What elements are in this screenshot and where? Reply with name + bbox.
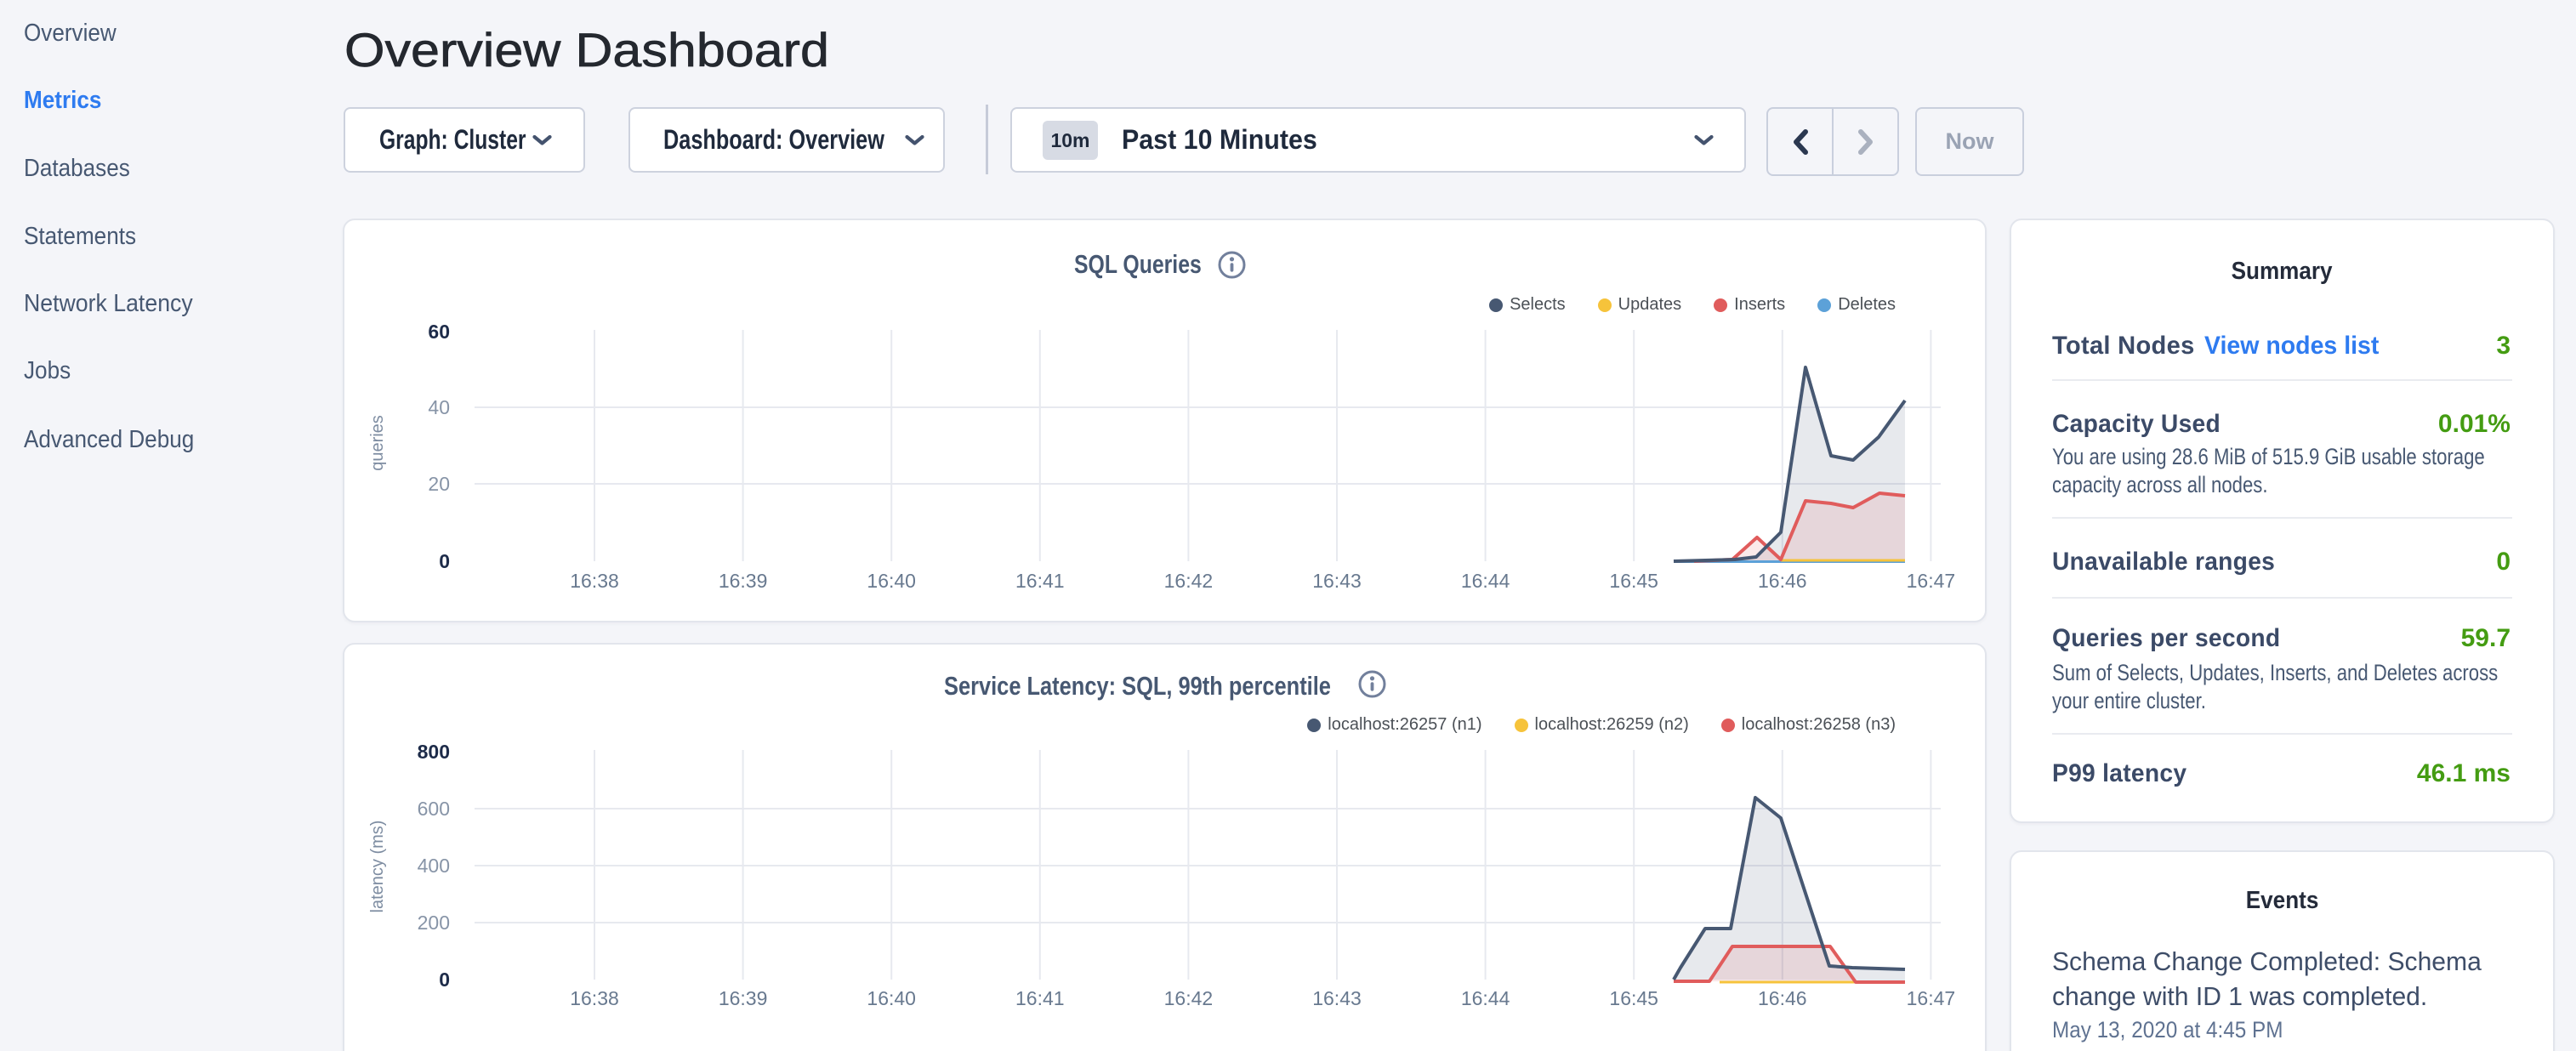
- svg-text:16:44: 16:44: [1461, 987, 1510, 1009]
- svg-text:16:39: 16:39: [719, 570, 768, 592]
- svg-text:16:47: 16:47: [1907, 987, 1956, 1009]
- svg-text:16:38: 16:38: [570, 987, 619, 1009]
- svg-text:16:44: 16:44: [1461, 570, 1510, 592]
- svg-text:16:43: 16:43: [1312, 570, 1362, 592]
- svg-text:16:41: 16:41: [1015, 987, 1065, 1009]
- svg-text:200: 200: [418, 912, 450, 934]
- svg-text:0: 0: [439, 969, 450, 991]
- svg-text:40: 40: [428, 396, 450, 418]
- svg-text:queries: queries: [368, 415, 387, 471]
- svg-text:400: 400: [418, 855, 450, 877]
- svg-text:20: 20: [428, 473, 450, 495]
- svg-text:16:45: 16:45: [1609, 570, 1658, 592]
- svg-text:16:41: 16:41: [1015, 570, 1065, 592]
- svg-text:16:40: 16:40: [867, 570, 916, 592]
- svg-text:16:46: 16:46: [1758, 987, 1807, 1009]
- svg-text:800: 800: [418, 741, 450, 763]
- svg-text:16:42: 16:42: [1164, 987, 1214, 1009]
- svg-text:16:42: 16:42: [1164, 570, 1214, 592]
- svg-text:600: 600: [418, 798, 450, 820]
- svg-text:16:46: 16:46: [1758, 570, 1807, 592]
- svg-text:latency (ms): latency (ms): [368, 821, 387, 913]
- svg-text:16:47: 16:47: [1907, 570, 1956, 592]
- svg-text:16:40: 16:40: [867, 987, 916, 1009]
- svg-text:16:45: 16:45: [1609, 987, 1658, 1009]
- svg-text:60: 60: [428, 321, 450, 343]
- svg-text:16:43: 16:43: [1312, 987, 1362, 1009]
- svg-text:0: 0: [439, 550, 450, 572]
- svg-text:16:38: 16:38: [570, 570, 619, 592]
- svg-text:16:39: 16:39: [719, 987, 768, 1009]
